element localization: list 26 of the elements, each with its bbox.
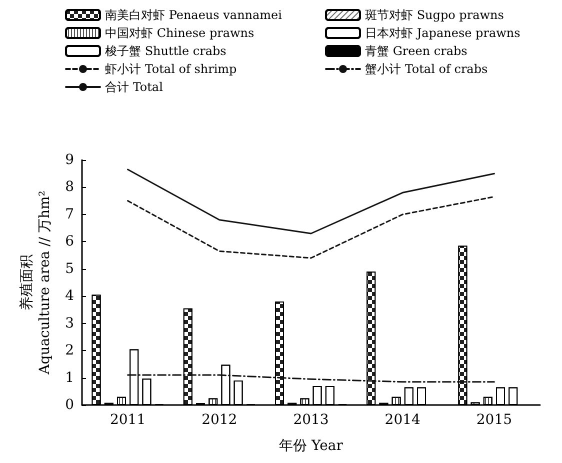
y-tick-label: 2 <box>65 342 74 359</box>
legend-label: 南美白对虾 Penaeus vannamei <box>105 8 282 22</box>
y-tick-label: 1 <box>65 370 74 386</box>
y-tick-label: 7 <box>65 206 74 222</box>
x-tick-label: 2014 <box>384 412 420 428</box>
x-tick-label: 2013 <box>293 412 329 428</box>
x-axis-title: 年份 Year <box>279 438 344 454</box>
y-tick-label: 4 <box>65 288 74 304</box>
x-tick-label: 2015 <box>476 412 512 428</box>
y-tick-label: 9 <box>65 152 74 168</box>
x-tick-label: 2011 <box>110 412 146 428</box>
legend-label: 合计 Total <box>105 80 164 94</box>
legend-label: 日本对虾 Japanese prawns <box>365 26 520 40</box>
y-tick-label: 8 <box>65 179 74 196</box>
y-tick-label: 0 <box>65 397 74 413</box>
legend-label: 中国对虾 Chinese prawns <box>105 26 254 40</box>
y-axis-title: 养殖面积 Aquaculture area // 万hm² <box>19 190 53 376</box>
legend-label: 蟹小计 Total of crabs <box>365 62 488 76</box>
x-tick-label: 2012 <box>202 412 238 428</box>
legend-label: 梭子蟹 Shuttle crabs <box>105 44 226 58</box>
legend-label: 斑节对虾 Sugpo prawns <box>365 8 504 22</box>
legend-label: 青蟹 Green crabs <box>365 44 468 58</box>
y-tick-label: 3 <box>65 315 74 332</box>
y-tick-label: 6 <box>65 234 74 250</box>
y-tick-label: 5 <box>65 260 74 277</box>
legend-label: 虾小计 Total of shrimp <box>105 62 238 76</box>
